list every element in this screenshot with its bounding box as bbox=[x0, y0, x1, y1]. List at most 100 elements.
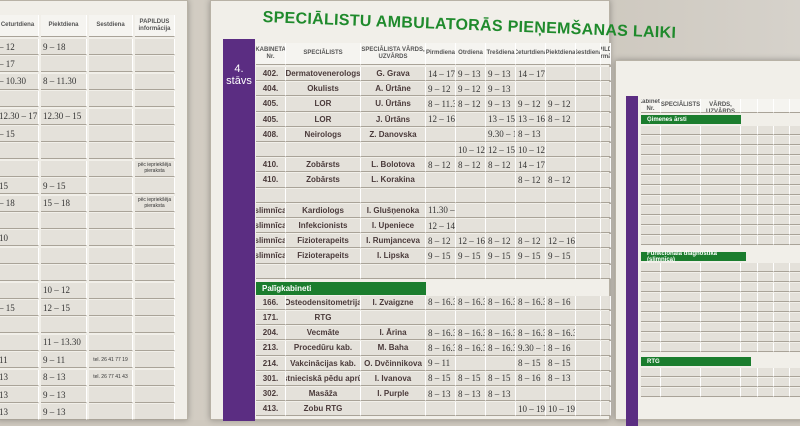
wed-cell: 8 – 16.30 bbox=[486, 326, 516, 341]
fri-cell bbox=[41, 230, 87, 247]
info-cell bbox=[135, 300, 175, 316]
sat-cell bbox=[89, 160, 133, 177]
mon-cell bbox=[426, 402, 456, 417]
tue-cell: 8 – 16.30 bbox=[456, 295, 486, 310]
fri-cell bbox=[546, 82, 576, 97]
info-cell bbox=[601, 143, 611, 158]
right-board-cell bbox=[774, 196, 790, 205]
sat-cell bbox=[89, 265, 133, 282]
sat-cell bbox=[576, 67, 601, 82]
right-board-cell bbox=[741, 293, 758, 302]
right-board-cell bbox=[641, 303, 661, 312]
fri-cell: 9 – 11 bbox=[41, 352, 87, 369]
info-cell bbox=[601, 311, 611, 326]
right-board-cell bbox=[661, 186, 701, 195]
sat-cell bbox=[576, 264, 601, 279]
right-board-cell bbox=[758, 206, 774, 215]
info-cell bbox=[135, 317, 175, 334]
tue-cell: 12 – 16 bbox=[456, 234, 486, 249]
right-board-cell bbox=[661, 216, 701, 225]
tue-cell: 8 – 16.30 bbox=[456, 341, 486, 356]
info-cell bbox=[601, 67, 611, 82]
right-board-cell bbox=[741, 368, 758, 377]
right-board-cell bbox=[701, 378, 741, 387]
room-number-cell bbox=[256, 264, 286, 279]
tue-cell: 9 – 12 bbox=[456, 82, 486, 97]
wed-cell: 9 – 13 bbox=[486, 67, 516, 82]
fri-cell: 8 – 12 bbox=[546, 173, 576, 188]
right-board-cell bbox=[741, 323, 758, 332]
right-board-cell bbox=[758, 293, 774, 302]
right-board-cell bbox=[641, 333, 661, 342]
thu-cell: 8 – 12 bbox=[516, 234, 546, 249]
sat-cell bbox=[89, 39, 133, 55]
fri-cell: 12.30 – 15 bbox=[41, 108, 87, 125]
info-cell bbox=[601, 97, 611, 112]
thu-cell bbox=[516, 82, 546, 97]
doctor-name-cell bbox=[361, 311, 426, 326]
right-board-cell bbox=[758, 236, 774, 245]
thu-cell: 11 bbox=[0, 352, 39, 369]
main-schedule-board: SPECIĀLISTU AMBULATORĀS PIEŅEMŠANAS LAIK… bbox=[210, 0, 677, 421]
right-board-cell bbox=[774, 313, 790, 322]
right-board-cell bbox=[758, 196, 774, 205]
section-header-paligkabineti: Palīgkabineti bbox=[256, 281, 426, 295]
sat-cell bbox=[576, 326, 601, 341]
right-board-cell bbox=[661, 236, 701, 245]
left-schedule-board: Ceturtdiena Piektdiena Sestdiena PAPILDUS i… bbox=[0, 0, 188, 421]
column-header: Kabineta Nr. bbox=[641, 99, 661, 113]
right-board-cell bbox=[741, 206, 758, 215]
sat-cell bbox=[576, 97, 601, 112]
thu-cell: 9 – 12 bbox=[516, 97, 546, 112]
right-board-cell bbox=[790, 196, 800, 205]
sat-cell bbox=[89, 387, 133, 403]
right-board-cell bbox=[790, 378, 800, 387]
fri-cell bbox=[546, 387, 576, 402]
info-cell bbox=[601, 82, 611, 97]
column-header: SPECIĀLISTS bbox=[661, 99, 701, 113]
thu-cell: – 12 bbox=[0, 39, 39, 55]
right-board-cell bbox=[774, 216, 790, 225]
info-cell bbox=[601, 371, 611, 386]
right-board-cell bbox=[701, 186, 741, 195]
thu-cell bbox=[516, 387, 546, 402]
right-board-cell bbox=[774, 156, 790, 165]
right-board-cell bbox=[661, 378, 701, 387]
wed-cell bbox=[486, 402, 516, 417]
doctor-name-cell bbox=[361, 188, 426, 203]
right-board-cell bbox=[701, 176, 741, 185]
fri-cell: 8 – 13 bbox=[546, 371, 576, 386]
room-number-cell: slimnīca bbox=[256, 234, 286, 249]
doctor-name-cell: I. Rumjanceva bbox=[361, 234, 426, 249]
right-board-cell bbox=[661, 196, 701, 205]
fri-cell: 12 – 15 bbox=[41, 300, 87, 316]
mon-cell bbox=[426, 188, 456, 203]
right-board-cell bbox=[790, 313, 800, 322]
mon-cell bbox=[426, 173, 456, 188]
right-board-cell bbox=[774, 368, 790, 377]
tue-cell: 9 – 13 bbox=[456, 67, 486, 82]
right-board-cell bbox=[790, 136, 800, 145]
specialist-cell: Masāža bbox=[286, 387, 361, 402]
right-board-cell bbox=[661, 368, 701, 377]
mon-cell: 12 – 16 bbox=[426, 112, 456, 127]
tue-cell: 8 – 13 bbox=[456, 387, 486, 402]
info-cell bbox=[601, 234, 611, 249]
wed-cell bbox=[486, 264, 516, 279]
fri-cell bbox=[546, 188, 576, 203]
right-board-cell bbox=[758, 388, 774, 397]
right-board-cell bbox=[758, 126, 774, 135]
thu-cell: 8 – 15 bbox=[516, 356, 546, 371]
right-board-cell bbox=[661, 156, 701, 165]
right-board-cell bbox=[790, 323, 800, 332]
mon-cell: 9 – 11 bbox=[426, 356, 456, 371]
right-board-cell bbox=[741, 146, 758, 155]
right-board-cell bbox=[701, 236, 741, 245]
right-board-cell bbox=[758, 323, 774, 332]
specialist-cell: Ārstnieciskā pēdu aprūpe bbox=[286, 371, 361, 386]
thu-cell: 13 – 16 bbox=[516, 112, 546, 127]
info-cell bbox=[135, 369, 175, 386]
sat-cell bbox=[576, 234, 601, 249]
doctor-name-cell bbox=[361, 143, 426, 158]
thu-cell bbox=[0, 160, 39, 177]
